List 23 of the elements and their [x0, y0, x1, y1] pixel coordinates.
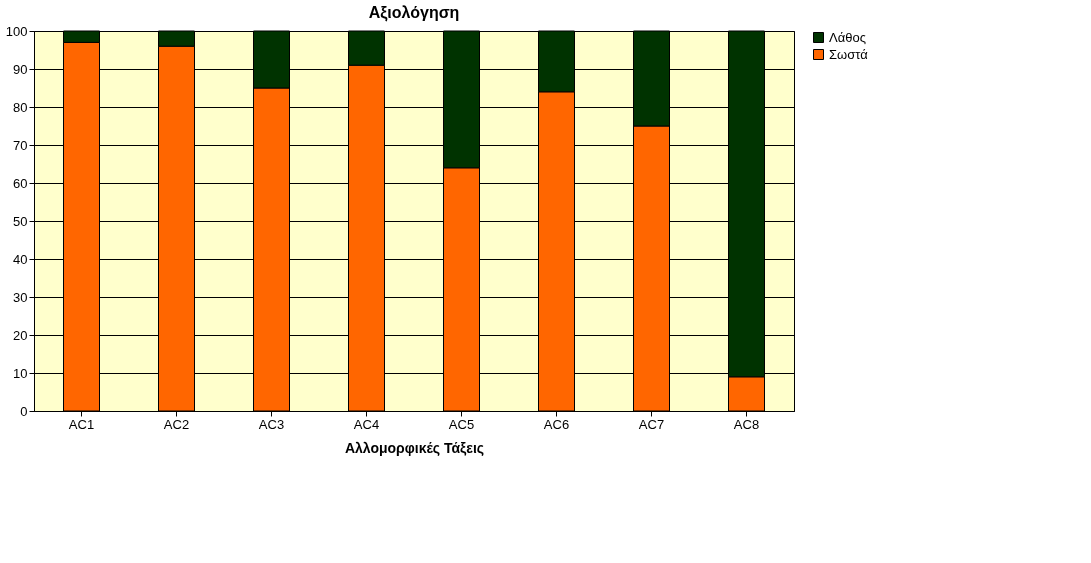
x-tick-label: AC6: [543, 416, 570, 432]
x-tick-label: AC4: [353, 416, 380, 432]
x-tick-label: AC7: [638, 416, 665, 432]
y-tick-label: 60: [13, 175, 28, 191]
x-tick-label: AC3: [258, 416, 285, 432]
y-tick-label: 30: [13, 289, 28, 305]
x-tick-label: AC8: [733, 416, 760, 432]
y-tick-label: 90: [13, 61, 28, 77]
y-tick-label: 0: [20, 403, 28, 419]
y-tick-label: 40: [13, 251, 28, 267]
x-axis-title: Αλλομορφικές Τάξεις: [344, 439, 485, 456]
y-tick-label: 70: [13, 137, 28, 153]
x-tick-label: AC1: [68, 416, 95, 432]
y-tick-label: 20: [13, 327, 28, 343]
y-tick-label: 50: [13, 213, 28, 229]
chart-title: Αξιολόγηση: [368, 4, 460, 22]
y-tick-label: 100: [5, 23, 28, 39]
x-tick-label: AC2: [163, 416, 190, 432]
x-tick-label: AC5: [448, 416, 475, 432]
y-tick-label: 80: [13, 99, 28, 115]
legend-label: Σωστά: [829, 46, 869, 62]
legend-label: Λάθος: [829, 29, 866, 45]
y-tick-label: 10: [13, 365, 28, 381]
